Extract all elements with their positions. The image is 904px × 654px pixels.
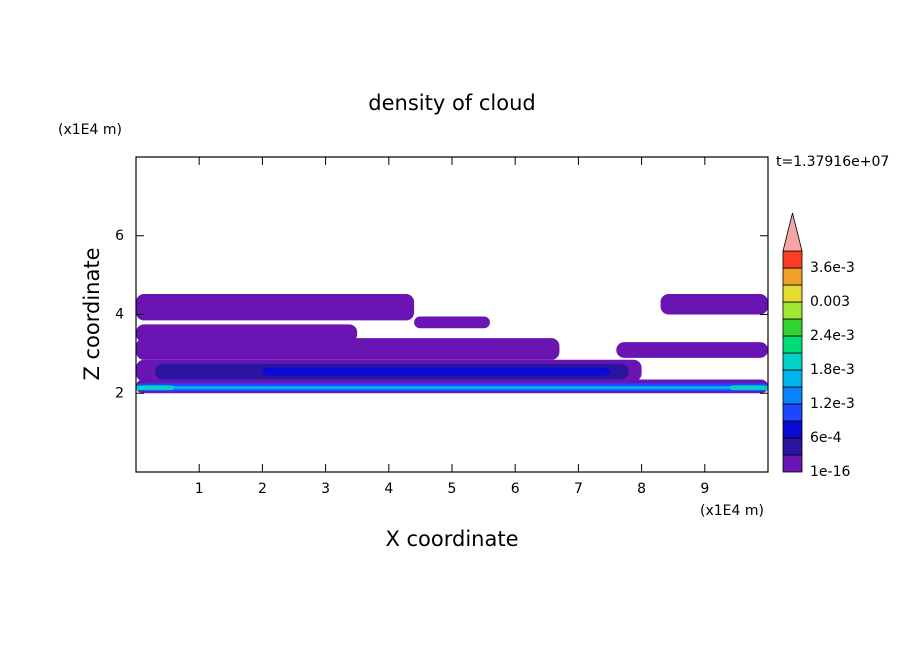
colorbar-label: 0.003 <box>810 294 850 310</box>
chart-title: density of cloud <box>368 91 535 115</box>
contour-cell <box>136 338 560 360</box>
colorbar-label: 2.4e-3 <box>810 328 855 344</box>
colorbar-box <box>782 420 803 439</box>
y-tick-label: 2 <box>115 385 124 401</box>
contour-cell <box>262 367 610 376</box>
colorbar-box <box>782 318 803 337</box>
colorbar-box <box>782 301 803 320</box>
x-unit: (x1E4 m) <box>700 503 764 519</box>
colorbar-box <box>782 267 803 286</box>
x-tick-label: 4 <box>384 481 393 497</box>
colorbar-box <box>782 403 803 422</box>
contour-cell <box>136 324 358 343</box>
colorbar-label: 1e-16 <box>810 464 850 480</box>
annotation: t=1.37916e+07 <box>776 154 889 170</box>
colorbar-box <box>782 250 803 269</box>
colorbar-box <box>782 369 803 388</box>
y-tick-label: 6 <box>115 228 124 244</box>
y-tick-label: 4 <box>115 307 124 323</box>
colorbar-label: 1.8e-3 <box>810 362 855 378</box>
colorbar-box <box>782 352 803 371</box>
x-axis-label: X coordinate <box>385 527 518 551</box>
colorbar-box <box>782 437 803 456</box>
x-tick-label: 3 <box>321 481 330 497</box>
x-tick-label: 7 <box>574 481 583 497</box>
contour-cell <box>136 294 415 321</box>
contour-cell <box>167 386 756 390</box>
y-unit: (x1E4 m) <box>58 122 122 138</box>
colorbar-box <box>782 386 803 405</box>
colorbar-box <box>782 284 803 303</box>
contour-cell <box>616 342 768 358</box>
contour-cell <box>660 294 768 315</box>
x-tick-label: 5 <box>448 481 457 497</box>
y-axis-label: Z coordinate <box>80 247 104 380</box>
contour-cell <box>730 385 768 391</box>
x-tick-label: 9 <box>700 481 709 497</box>
x-tick-label: 1 <box>195 481 204 497</box>
contour-area <box>136 294 768 394</box>
colorbar-extension <box>782 212 803 252</box>
contour-cell <box>136 385 174 391</box>
colorbar-label: 3.6e-3 <box>810 260 855 276</box>
colorbar-label: 1.2e-3 <box>810 396 855 412</box>
colorbar-label: 6e-4 <box>810 430 842 446</box>
colorbar-box <box>782 454 803 473</box>
x-tick-label: 2 <box>258 481 267 497</box>
contour-cell <box>414 316 490 329</box>
colorbar-box <box>782 335 803 354</box>
x-tick-label: 8 <box>637 481 646 497</box>
x-tick-label: 6 <box>511 481 520 497</box>
